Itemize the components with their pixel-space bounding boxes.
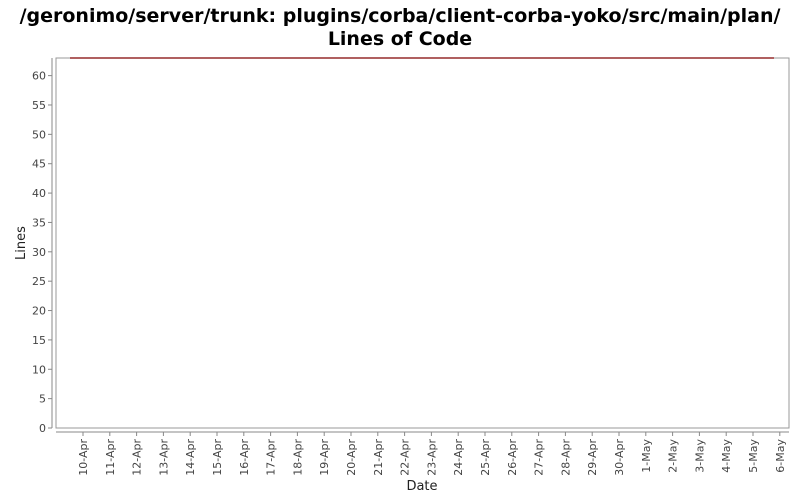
x-tick-label: 26-Apr xyxy=(506,439,519,476)
y-tick-label: 45 xyxy=(32,158,46,171)
x-tick-label: 19-Apr xyxy=(318,439,331,476)
x-tick-label: 13-Apr xyxy=(157,439,170,476)
x-tick-label: 15-Apr xyxy=(211,439,224,476)
x-tick-label: 4-May xyxy=(720,439,733,473)
x-tick-label: 18-Apr xyxy=(291,439,304,476)
x-tick-label: 23-Apr xyxy=(425,439,438,476)
x-tick-label: 1-May xyxy=(640,439,653,473)
y-axis: 0 5 10 15 20 25 30 35 40 45 50 55 60 xyxy=(32,58,53,435)
y-tick-label: 50 xyxy=(32,128,46,141)
x-tick-label: 17-Apr xyxy=(265,439,278,476)
y-tick-label: 55 xyxy=(32,99,46,112)
y-tick-label: 40 xyxy=(32,187,46,200)
x-tick-label: 12-Apr xyxy=(131,439,144,476)
y-tick-label: 5 xyxy=(39,393,46,406)
y-tick-label: 30 xyxy=(32,246,46,259)
y-tick-label: 60 xyxy=(32,70,46,83)
y-tick-label: 25 xyxy=(32,275,46,288)
x-tick-label: 30-Apr xyxy=(613,439,626,476)
y-tick-label: 20 xyxy=(32,305,46,318)
x-tick-label: 5-May xyxy=(747,439,760,473)
x-tick-label: 29-Apr xyxy=(586,439,599,476)
y-tick-label: 35 xyxy=(32,216,46,229)
x-tick-label: 16-Apr xyxy=(238,439,251,476)
x-tick-label: 24-Apr xyxy=(452,439,465,476)
x-axis-label: Date xyxy=(406,479,437,494)
x-tick-label: 27-Apr xyxy=(533,439,546,476)
x-tick-label: 3-May xyxy=(693,439,706,473)
plot-area xyxy=(55,57,790,429)
x-tick-label: 25-Apr xyxy=(479,439,492,476)
x-tick-label: 20-Apr xyxy=(345,439,358,476)
x-tick-label: 28-Apr xyxy=(559,439,572,476)
x-tick-label: 11-Apr xyxy=(104,439,117,476)
x-tick-label: 22-Apr xyxy=(399,439,412,476)
y-tick-label: 0 xyxy=(39,422,46,435)
x-tick-label: 14-Apr xyxy=(184,439,197,476)
x-tick-label: 2-May xyxy=(667,439,680,473)
x-tick-label: 10-Apr xyxy=(77,439,90,476)
x-axis: 10-Apr 11-Apr 12-Apr 13-Apr 14-Apr 15-Apr 16-A… xyxy=(56,431,789,476)
chart-title-line1: /geronimo/server/trunk: plugins/corba/cl… xyxy=(19,5,781,27)
y-tick-label: 15 xyxy=(32,334,46,347)
y-axis-label: Lines xyxy=(14,226,29,260)
x-tick-label: 6-May xyxy=(774,439,787,473)
y-tick-label: 10 xyxy=(32,363,46,376)
x-tick-label: 21-Apr xyxy=(372,439,385,476)
chart-title-line2: Lines of Code xyxy=(327,28,473,50)
